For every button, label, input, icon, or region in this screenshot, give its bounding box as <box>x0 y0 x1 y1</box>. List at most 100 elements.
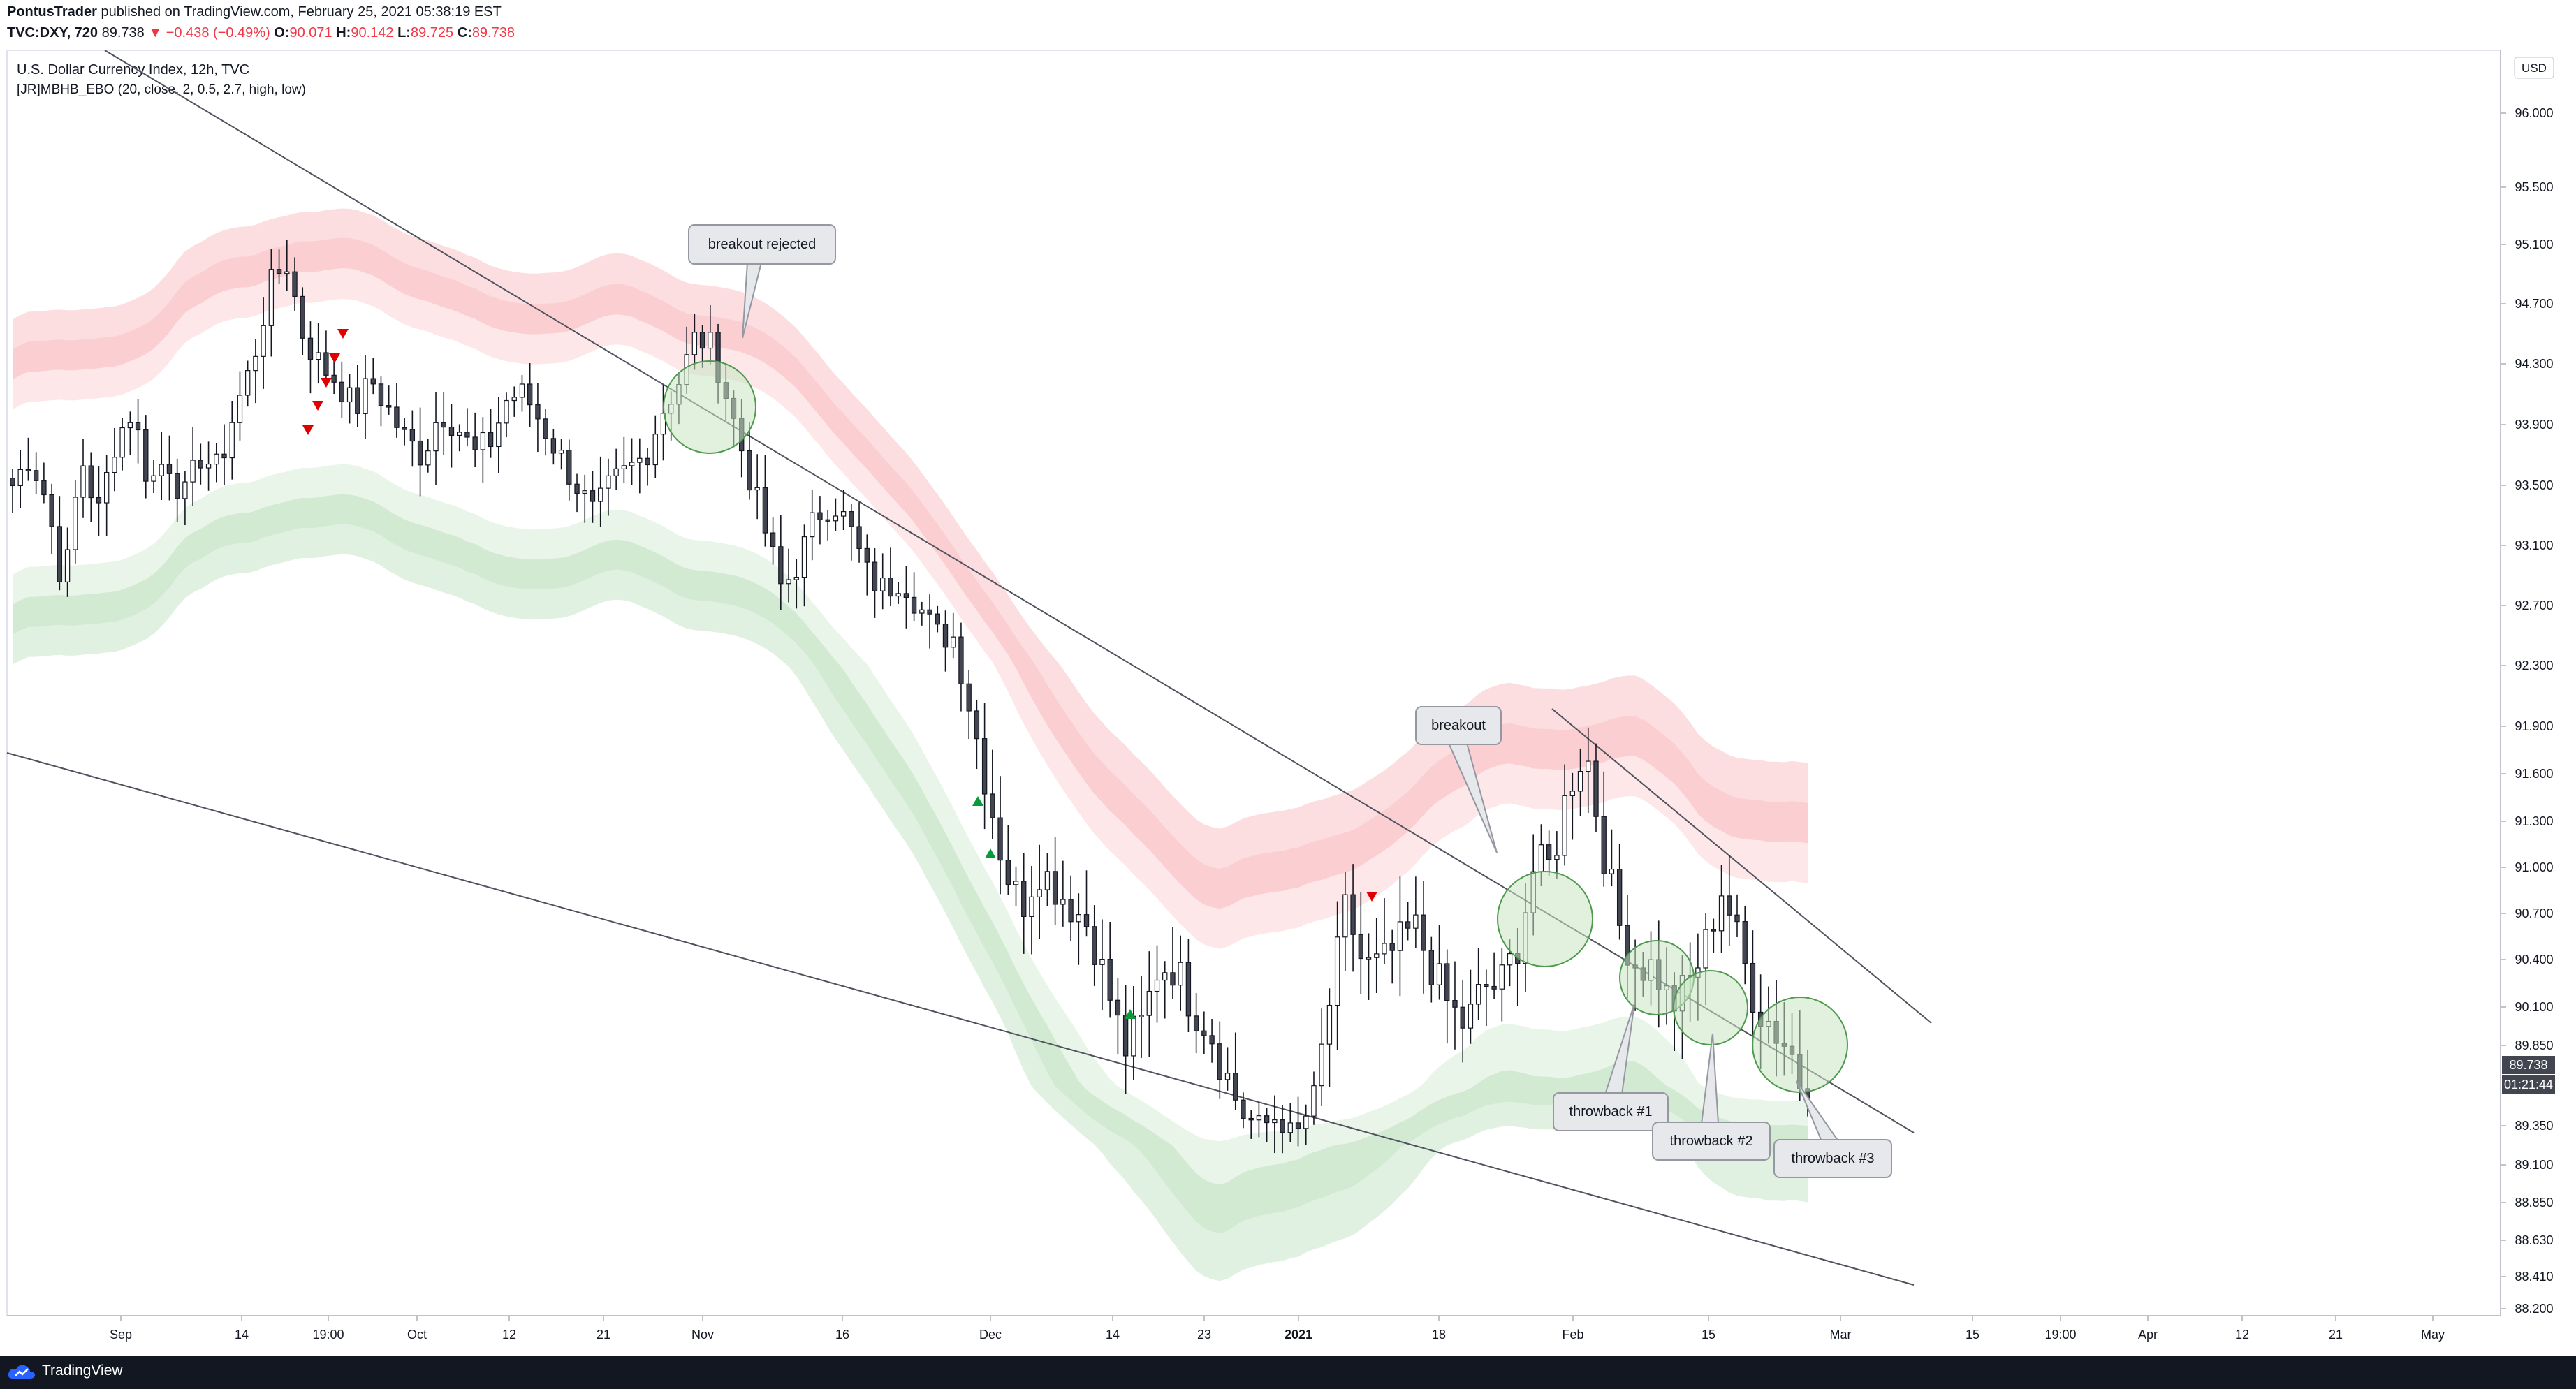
buy-signal-icon <box>1125 1009 1136 1019</box>
candle-body <box>504 399 509 424</box>
candle-body <box>754 487 760 491</box>
signal-markers <box>302 329 1377 1019</box>
price-tick-label: 92.700 <box>2515 598 2553 612</box>
candle <box>849 504 854 561</box>
candle-body <box>1303 1115 1309 1129</box>
circle-breakout-rejected[interactable] <box>663 360 756 454</box>
tradingview-logo[interactable]: TradingView <box>7 1362 123 1380</box>
candle <box>1389 929 1395 984</box>
candle <box>1334 901 1340 1050</box>
candle-body <box>96 497 102 504</box>
candle <box>300 287 305 355</box>
author-name[interactable]: PontusTrader <box>7 4 97 20</box>
candle-body <box>1389 943 1395 951</box>
candle <box>1209 1019 1215 1063</box>
candle-body <box>911 596 917 614</box>
candle <box>793 559 799 609</box>
candle-body <box>386 405 392 408</box>
circle-throwback-2[interactable] <box>1673 970 1748 1045</box>
lower-channel-line[interactable] <box>6 752 1915 1286</box>
close-label: C: <box>457 25 472 41</box>
candle-body <box>370 378 376 385</box>
candle-body <box>1154 979 1160 992</box>
candle-body <box>480 432 486 450</box>
candle-body <box>951 636 956 648</box>
candle-body <box>864 547 870 563</box>
candle <box>417 407 423 497</box>
candle <box>41 462 47 504</box>
price-axis[interactable]: 96.000 95.500 95.100 94.700 94.300 93.900 93.5… <box>2501 106 2554 1316</box>
circle-throwback-3[interactable] <box>1752 997 1848 1093</box>
candle-body <box>872 561 878 591</box>
candle-body <box>966 683 972 712</box>
candle <box>1326 988 1333 1087</box>
high-value: 90.142 <box>351 25 394 41</box>
candle <box>386 385 392 415</box>
candle-body <box>1538 844 1544 872</box>
candle <box>880 553 886 610</box>
candle-body <box>1577 771 1583 792</box>
candle-body <box>527 383 533 406</box>
callout-throwback-3[interactable]: throwback #3 <box>1773 1080 1892 1178</box>
time-axis[interactable]: Sep 14 19:00 Oct 12 21 Nov 16 Dec 14 23 2021 18 Feb 15… <box>110 1316 2445 1342</box>
callout-breakout-rejected[interactable]: breakout rejected <box>688 224 836 339</box>
candle <box>825 509 830 541</box>
callout-throwback-1[interactable]: throwback #1 <box>1553 1003 1669 1131</box>
candle-body <box>708 332 713 349</box>
ticker: TVC:DXY, 720 <box>7 25 98 41</box>
candle-body <box>1616 869 1623 926</box>
candle <box>778 515 784 610</box>
candle-body <box>1562 795 1567 856</box>
close-value: 89.738 <box>471 25 515 41</box>
candle-body <box>849 511 854 527</box>
currency-badge[interactable] <box>2514 57 2554 79</box>
price-tick-label: 89.350 <box>2515 1119 2553 1133</box>
candle-body <box>268 269 275 326</box>
callout-breakout[interactable]: breakout <box>1415 706 1502 853</box>
last-price: 89.738 <box>101 25 145 41</box>
candle <box>1170 927 1176 999</box>
candle-body <box>699 332 705 349</box>
candle-body <box>942 624 949 648</box>
candle-body <box>323 352 329 376</box>
candle <box>1154 945 1160 1023</box>
candle-body <box>1029 896 1034 918</box>
candle-body <box>198 460 204 469</box>
candle-body <box>817 512 823 520</box>
candle <box>1586 727 1591 814</box>
candle <box>205 441 212 491</box>
candle <box>307 321 314 394</box>
candle <box>511 386 517 417</box>
candle-body <box>1460 1006 1465 1029</box>
upper-channel-line[interactable] <box>104 50 1915 1133</box>
price-chart[interactable]: U.S. Dollar Currency Index, 12h, TVC [JR… <box>0 0 2576 1356</box>
callout-throwback-2[interactable]: throwback #2 <box>1652 1033 1771 1161</box>
candle <box>1162 961 1168 1019</box>
candle-body <box>1248 1117 1254 1121</box>
candle-body <box>346 387 353 403</box>
candle-body <box>1727 895 1732 916</box>
candle-body <box>103 471 110 504</box>
candle <box>159 432 164 500</box>
candle-body <box>770 532 776 547</box>
candle <box>872 548 878 618</box>
time-tick-label: May <box>2421 1328 2445 1342</box>
candle-body <box>598 487 603 502</box>
time-tick-label: 15 <box>1702 1328 1715 1342</box>
short-term-resistance-line[interactable] <box>1551 708 1932 1024</box>
candle-body <box>1241 1099 1246 1119</box>
candle <box>472 412 478 468</box>
candle <box>582 474 587 523</box>
candle-body <box>49 494 54 527</box>
buy-signal-icon <box>972 796 983 806</box>
candle <box>49 483 54 554</box>
candle-body <box>1122 1014 1129 1057</box>
candle-body <box>1350 894 1356 935</box>
candle <box>402 418 407 446</box>
circle-breakout[interactable] <box>1497 871 1593 967</box>
candle-body <box>331 374 337 383</box>
candle <box>363 355 368 439</box>
price-tick-label: 88.200 <box>2515 1302 2553 1316</box>
candle-body <box>903 593 909 598</box>
candle <box>1013 866 1019 906</box>
